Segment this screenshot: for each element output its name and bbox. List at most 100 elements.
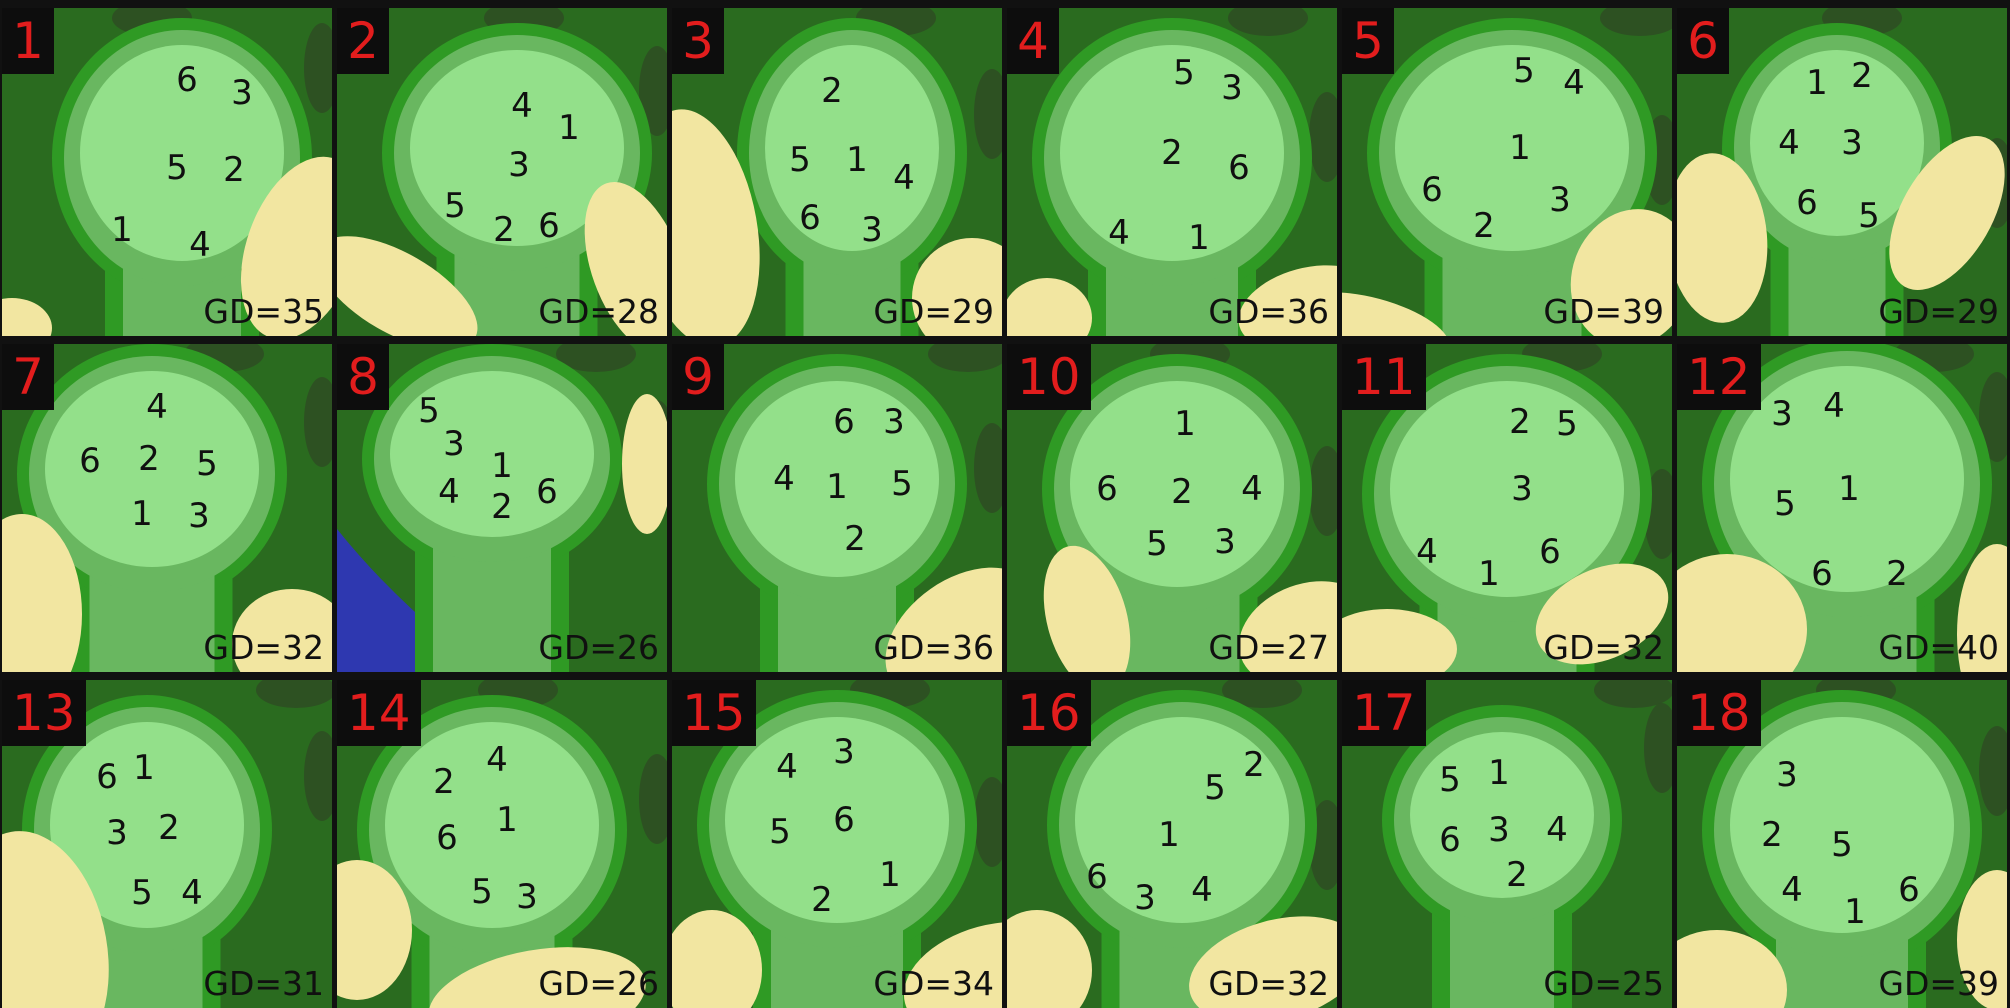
sand-bunker	[2, 514, 82, 672]
tree-cluster	[256, 680, 332, 821]
pin-position-label: 5	[769, 812, 791, 852]
pin-position-label: 5	[166, 148, 188, 188]
hole-number-badge: 2	[337, 8, 389, 74]
pin-position-label: 1	[496, 800, 518, 840]
hole-number-badge: 15	[672, 680, 756, 746]
pin-position-label: 4	[1108, 213, 1130, 253]
putting-surface	[410, 50, 624, 246]
pin-position-label: 2	[491, 487, 513, 527]
green-diagram	[2, 344, 332, 672]
putting-surface	[1730, 717, 1954, 933]
pin-position-label: 1	[1509, 128, 1531, 168]
green-diagram	[1342, 8, 1672, 336]
pin-position-label: 5	[131, 873, 153, 913]
pin-position-label: 5	[418, 391, 440, 431]
hole-tile-8: 8 5 3 1 4 6 2 GD=26	[337, 344, 667, 672]
hole-tile-14: 14 4 2 1 6 5 3 GD=26	[337, 680, 667, 1008]
putting-surface	[1410, 732, 1594, 898]
pin-position-label: 4	[893, 158, 915, 198]
hole-tile-18: 18 3 2 5 4 6 1 GD=39	[1677, 680, 2007, 1008]
pin-position-label: 6	[1439, 820, 1461, 860]
green-diagram	[2, 8, 332, 336]
pin-position-label: 3	[1214, 522, 1236, 562]
green-depth-label: GD=29	[873, 292, 994, 331]
pin-position-label: 5	[1831, 825, 1853, 865]
hole-tile-10: 10 1 6 2 4 5 3 GD=27	[1007, 344, 1337, 672]
sand-bunker	[337, 236, 478, 336]
pin-position-label: 3	[861, 210, 883, 250]
sand-bunker	[1007, 278, 1092, 336]
hole-number-badge: 10	[1007, 344, 1091, 410]
pin-position-label: 1	[111, 210, 133, 250]
pin-position-label: 4	[486, 740, 508, 780]
pin-position-label: 5	[1858, 196, 1880, 236]
green-depth-label: GD=25	[1543, 964, 1664, 1003]
pin-position-label: 6	[436, 818, 458, 858]
tree-cluster	[1228, 8, 1337, 182]
sand-bunker	[1889, 136, 2005, 290]
pin-position-label: 2	[1243, 745, 1265, 785]
pin-position-label: 6	[79, 441, 101, 481]
green-depth-label: GD=26	[538, 628, 659, 667]
sand-bunker	[1043, 545, 1131, 672]
putting-surface	[765, 45, 939, 251]
putting-surface	[1395, 45, 1629, 251]
hole-number-badge: 13	[2, 680, 86, 746]
pin-position-label: 4	[776, 747, 798, 787]
pin-position-label: 1	[1806, 63, 1828, 103]
sand-bunker	[1957, 870, 2007, 1008]
hole-tile-1: 1 6 3 5 2 1 4 GD=35	[2, 8, 332, 336]
green-diagram	[1007, 680, 1337, 1008]
pin-position-label: 1	[558, 108, 580, 148]
hole-number-badge: 9	[672, 344, 724, 410]
green-depth-label: GD=29	[1878, 292, 1999, 331]
pin-position-label: 6	[1811, 554, 1833, 594]
pin-position-label: 3	[188, 496, 210, 536]
pin-position-label: 6	[1228, 148, 1250, 188]
pin-position-label: 1	[1158, 815, 1180, 855]
pin-position-label: 2	[821, 71, 843, 111]
pin-position-label: 3	[508, 145, 530, 185]
green-depth-label: GD=36	[1208, 292, 1329, 331]
putting-surface	[1750, 50, 1924, 236]
pin-position-label: 1	[1188, 218, 1210, 258]
pin-position-label: 6	[1096, 469, 1118, 509]
green-depth-label: GD=32	[1208, 964, 1329, 1003]
pin-position-label: 2	[1506, 855, 1528, 895]
sand-bunker	[912, 238, 1002, 336]
hole-tile-5: 5 5 4 1 6 3 2 GD=39	[1342, 8, 1672, 336]
pin-position-label: 1	[491, 446, 513, 486]
putting-surface	[1060, 45, 1284, 261]
sand-bunker	[1007, 910, 1092, 1008]
sand-bunker	[672, 109, 760, 336]
pin-position-label: 2	[1161, 133, 1183, 173]
pin-position-label: 6	[799, 198, 821, 238]
putting-surface	[735, 381, 939, 577]
pin-position-label: 6	[96, 757, 118, 797]
hole-number-badge: 16	[1007, 680, 1091, 746]
sand-bunker	[1189, 916, 1337, 1008]
sand-bunker	[1535, 563, 1669, 665]
pin-position-label: 6	[538, 206, 560, 246]
pin-position-label: 4	[1416, 532, 1438, 572]
sand-bunker	[2, 831, 109, 1008]
pin-position-label: 6	[1898, 870, 1920, 910]
pin-position-label: 2	[158, 808, 180, 848]
sand-bunker	[232, 589, 332, 672]
hole-number-badge: 1	[2, 8, 54, 74]
green-depth-label: GD=26	[538, 964, 659, 1003]
sand-bunker	[1677, 930, 1787, 1008]
sand-bunker	[1677, 554, 1807, 672]
green-depth-label: GD=28	[538, 292, 659, 331]
pin-position-label: 3	[516, 877, 538, 917]
hole-number-badge: 11	[1342, 344, 1426, 410]
putting-surface	[1075, 717, 1289, 923]
pin-position-label: 6	[1086, 857, 1108, 897]
hole-number-badge: 17	[1342, 680, 1426, 746]
pin-position-label: 3	[1549, 180, 1571, 220]
green-depth-label: GD=39	[1878, 964, 1999, 1003]
green-depth-label: GD=27	[1208, 628, 1329, 667]
hole-number-badge: 7	[2, 344, 54, 410]
pin-position-label: 3	[1221, 68, 1243, 108]
pin-position-label: 4	[438, 472, 460, 512]
